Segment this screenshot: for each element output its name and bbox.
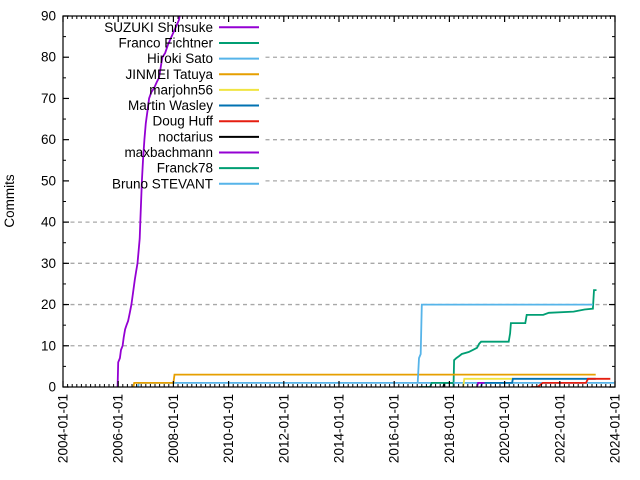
series-line-franco-fichtner <box>452 289 597 387</box>
legend-label: maxbachmann <box>124 145 213 160</box>
y-axis-title: Commits <box>2 174 17 227</box>
legend-item-maxbachmann: maxbachmann <box>124 145 259 160</box>
legend-item-franco-fichtner: Franco Fichtner <box>118 35 259 50</box>
x-tick-label: 2022-01-01 <box>552 394 567 463</box>
legend-label: Doug Huff <box>152 114 213 129</box>
x-tick-label: 2008-01-01 <box>166 394 181 463</box>
series-line-doug-huff <box>530 377 611 387</box>
legend-label: SUZUKI Shinsuke <box>104 20 213 35</box>
legend-label: Franco Fichtner <box>118 35 213 50</box>
legend-item-suzuki-shinsuke: SUZUKI Shinsuke <box>104 20 259 35</box>
axis-labels-layer: 2004-01-01 2006-01-01 2008-01-01 2010-01-01… <box>41 9 623 464</box>
y-tick-label: 60 <box>41 132 56 147</box>
legend-label: Bruno STEVANT <box>112 176 213 191</box>
x-tick-label: 2024-01-01 <box>608 394 623 463</box>
legend-label: Hiroki Sato <box>147 51 213 66</box>
series-line-jinmei-tatuya <box>132 373 596 387</box>
y-tick-label: 80 <box>41 50 56 65</box>
y-tick-label: 20 <box>41 297 56 312</box>
legend-label: marjohn56 <box>149 82 213 97</box>
x-tick-label: 2020-01-01 <box>497 394 512 463</box>
x-tick-label: 2004-01-01 <box>56 394 71 463</box>
legend-label: JINMEI Tatuya <box>125 67 213 82</box>
legend-item-hiroki-sato: Hiroki Sato <box>147 51 259 66</box>
y-tick-label: 40 <box>41 215 56 230</box>
legend-item-jinmei-tatuya: JINMEI Tatuya <box>125 67 259 82</box>
x-tick-label: 2006-01-01 <box>111 394 126 463</box>
legend-item-marjohn56: marjohn56 <box>149 82 259 97</box>
legend-item-bruno-stevant: Bruno STEVANT <box>112 176 259 191</box>
x-tick-label: 2016-01-01 <box>387 394 402 463</box>
y-tick-label: 90 <box>41 9 56 24</box>
y-tick-label: 50 <box>41 173 56 188</box>
x-tick-label: 2012-01-01 <box>276 394 291 463</box>
legend-item-doug-huff: Doug Huff <box>152 114 259 129</box>
legend-label: Franck78 <box>157 161 213 176</box>
y-tick-label: 30 <box>41 256 56 271</box>
x-tick-label: 2010-01-01 <box>221 394 236 463</box>
ticks-layer <box>62 15 616 388</box>
legend-label: Martin Wasley <box>128 98 213 113</box>
legend-item-noctarius: noctarius <box>158 129 259 144</box>
y-tick-label: 70 <box>41 91 56 106</box>
legend-item-martin-wasley: Martin Wasley <box>128 98 259 113</box>
y-tick-label: 0 <box>48 380 56 395</box>
series-line-suzuki-shinsuke <box>116 16 181 387</box>
x-tick-label: 2018-01-01 <box>442 394 457 463</box>
y-tick-label: 10 <box>41 338 56 353</box>
series-line-bruno-stevant <box>416 303 593 383</box>
legend-item-franck78: Franck78 <box>157 161 259 176</box>
x-tick-label: 2014-01-01 <box>332 394 347 463</box>
legend-label: noctarius <box>158 129 213 144</box>
